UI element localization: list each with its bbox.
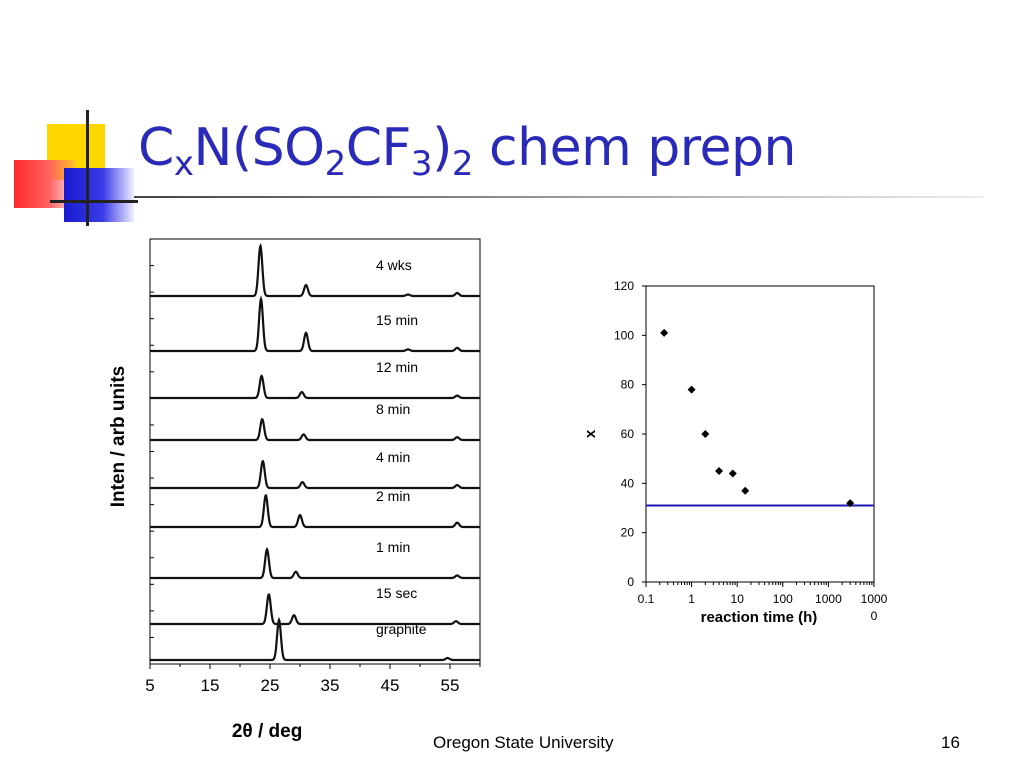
slide-title: CxN(SO2CF3)2 chem prepn — [138, 118, 796, 184]
title-underline — [134, 196, 984, 198]
data-point — [687, 385, 696, 394]
y-tick-label: 120 — [614, 279, 634, 293]
data-point — [728, 469, 737, 478]
x-tick-label: 100 — [773, 592, 793, 606]
y-tick-label: 40 — [621, 476, 635, 490]
trace-label: 1 min — [376, 539, 410, 555]
title-subscript: 2 — [451, 144, 474, 184]
x-tick-label-wrap: 0 — [871, 609, 878, 623]
xrd-trace-4 — [150, 460, 480, 490]
trace-label: 8 min — [376, 401, 410, 417]
x-tick-label: 15 — [201, 676, 220, 695]
x-axis-label: 2θ / deg — [232, 721, 302, 742]
page-number: 16 — [941, 733, 960, 752]
trace-label: 4 min — [376, 449, 410, 465]
xrd-trace-8 — [150, 616, 480, 662]
x-tick-label: 1000 — [815, 592, 842, 606]
title-text: ) — [432, 118, 452, 178]
title-subscript: x — [173, 144, 194, 184]
y-axis-label: Inten / arb units — [108, 366, 129, 507]
title-text: chem prepn — [473, 118, 796, 178]
xrd-plot-frame — [149, 238, 481, 665]
data-point — [741, 486, 750, 495]
data-point — [715, 467, 724, 475]
title-text: C — [138, 118, 174, 178]
x-tick-label: 5 — [145, 676, 154, 695]
trace-label: 15 sec — [376, 585, 417, 601]
y-tick-label: 20 — [621, 526, 635, 540]
x-tick-label: 10 — [731, 592, 745, 606]
xrd-trace-2 — [150, 374, 480, 400]
trace-label: 2 min — [376, 488, 410, 504]
x-tick-label: 1 — [688, 592, 695, 606]
x-tick-label: 1000 — [861, 592, 888, 606]
data-point — [660, 328, 669, 337]
trace-label: graphite — [376, 621, 427, 637]
xrd-trace-7 — [150, 593, 480, 626]
y-tick-label: 100 — [614, 328, 634, 342]
trace-label: 12 min — [376, 359, 418, 375]
x-tick-label: 25 — [261, 676, 280, 695]
title-text: CF — [345, 118, 412, 178]
y-tick-label: 80 — [621, 378, 635, 392]
xrd-trace-0 — [150, 242, 480, 298]
xrd-trace-5 — [150, 494, 480, 529]
xrd-trace-3 — [150, 417, 480, 442]
y-tick-label: 0 — [627, 575, 634, 589]
decor-blue-square — [64, 168, 134, 222]
data-point — [846, 499, 855, 508]
decor-horizontal-line — [50, 200, 138, 203]
data-point — [701, 430, 710, 438]
trace-label: 4 wks — [376, 257, 412, 273]
trace-label: 15 min — [376, 312, 418, 328]
scatter-plot-frame — [645, 285, 875, 583]
x-tick-label: 45 — [381, 676, 400, 695]
xrd-chart: 5 15 25 35 45 55 2θ / deg Inten / arb units 4 wk… — [108, 238, 481, 742]
footer-organization: Oregon State University — [433, 733, 614, 752]
y-axis-label: x — [582, 429, 599, 438]
decor-vertical-line — [86, 110, 89, 226]
scatter-chart: 0 20 40 60 80 100 120 0.1 1 10 100 1000 1000 0 reactio… — [582, 279, 888, 626]
x-tick-label: 55 — [441, 676, 460, 695]
title-subscript: 2 — [324, 144, 347, 184]
xrd-trace-6 — [150, 546, 480, 580]
title-subscript: 3 — [410, 144, 433, 184]
y-tick-label: 60 — [621, 427, 635, 441]
x-axis-label: reaction time (h) — [701, 609, 818, 626]
x-tick-label: 35 — [321, 676, 340, 695]
title-text: N(SO — [193, 118, 325, 178]
x-tick-label: 0.1 — [638, 592, 655, 606]
xrd-trace-1 — [150, 295, 480, 353]
